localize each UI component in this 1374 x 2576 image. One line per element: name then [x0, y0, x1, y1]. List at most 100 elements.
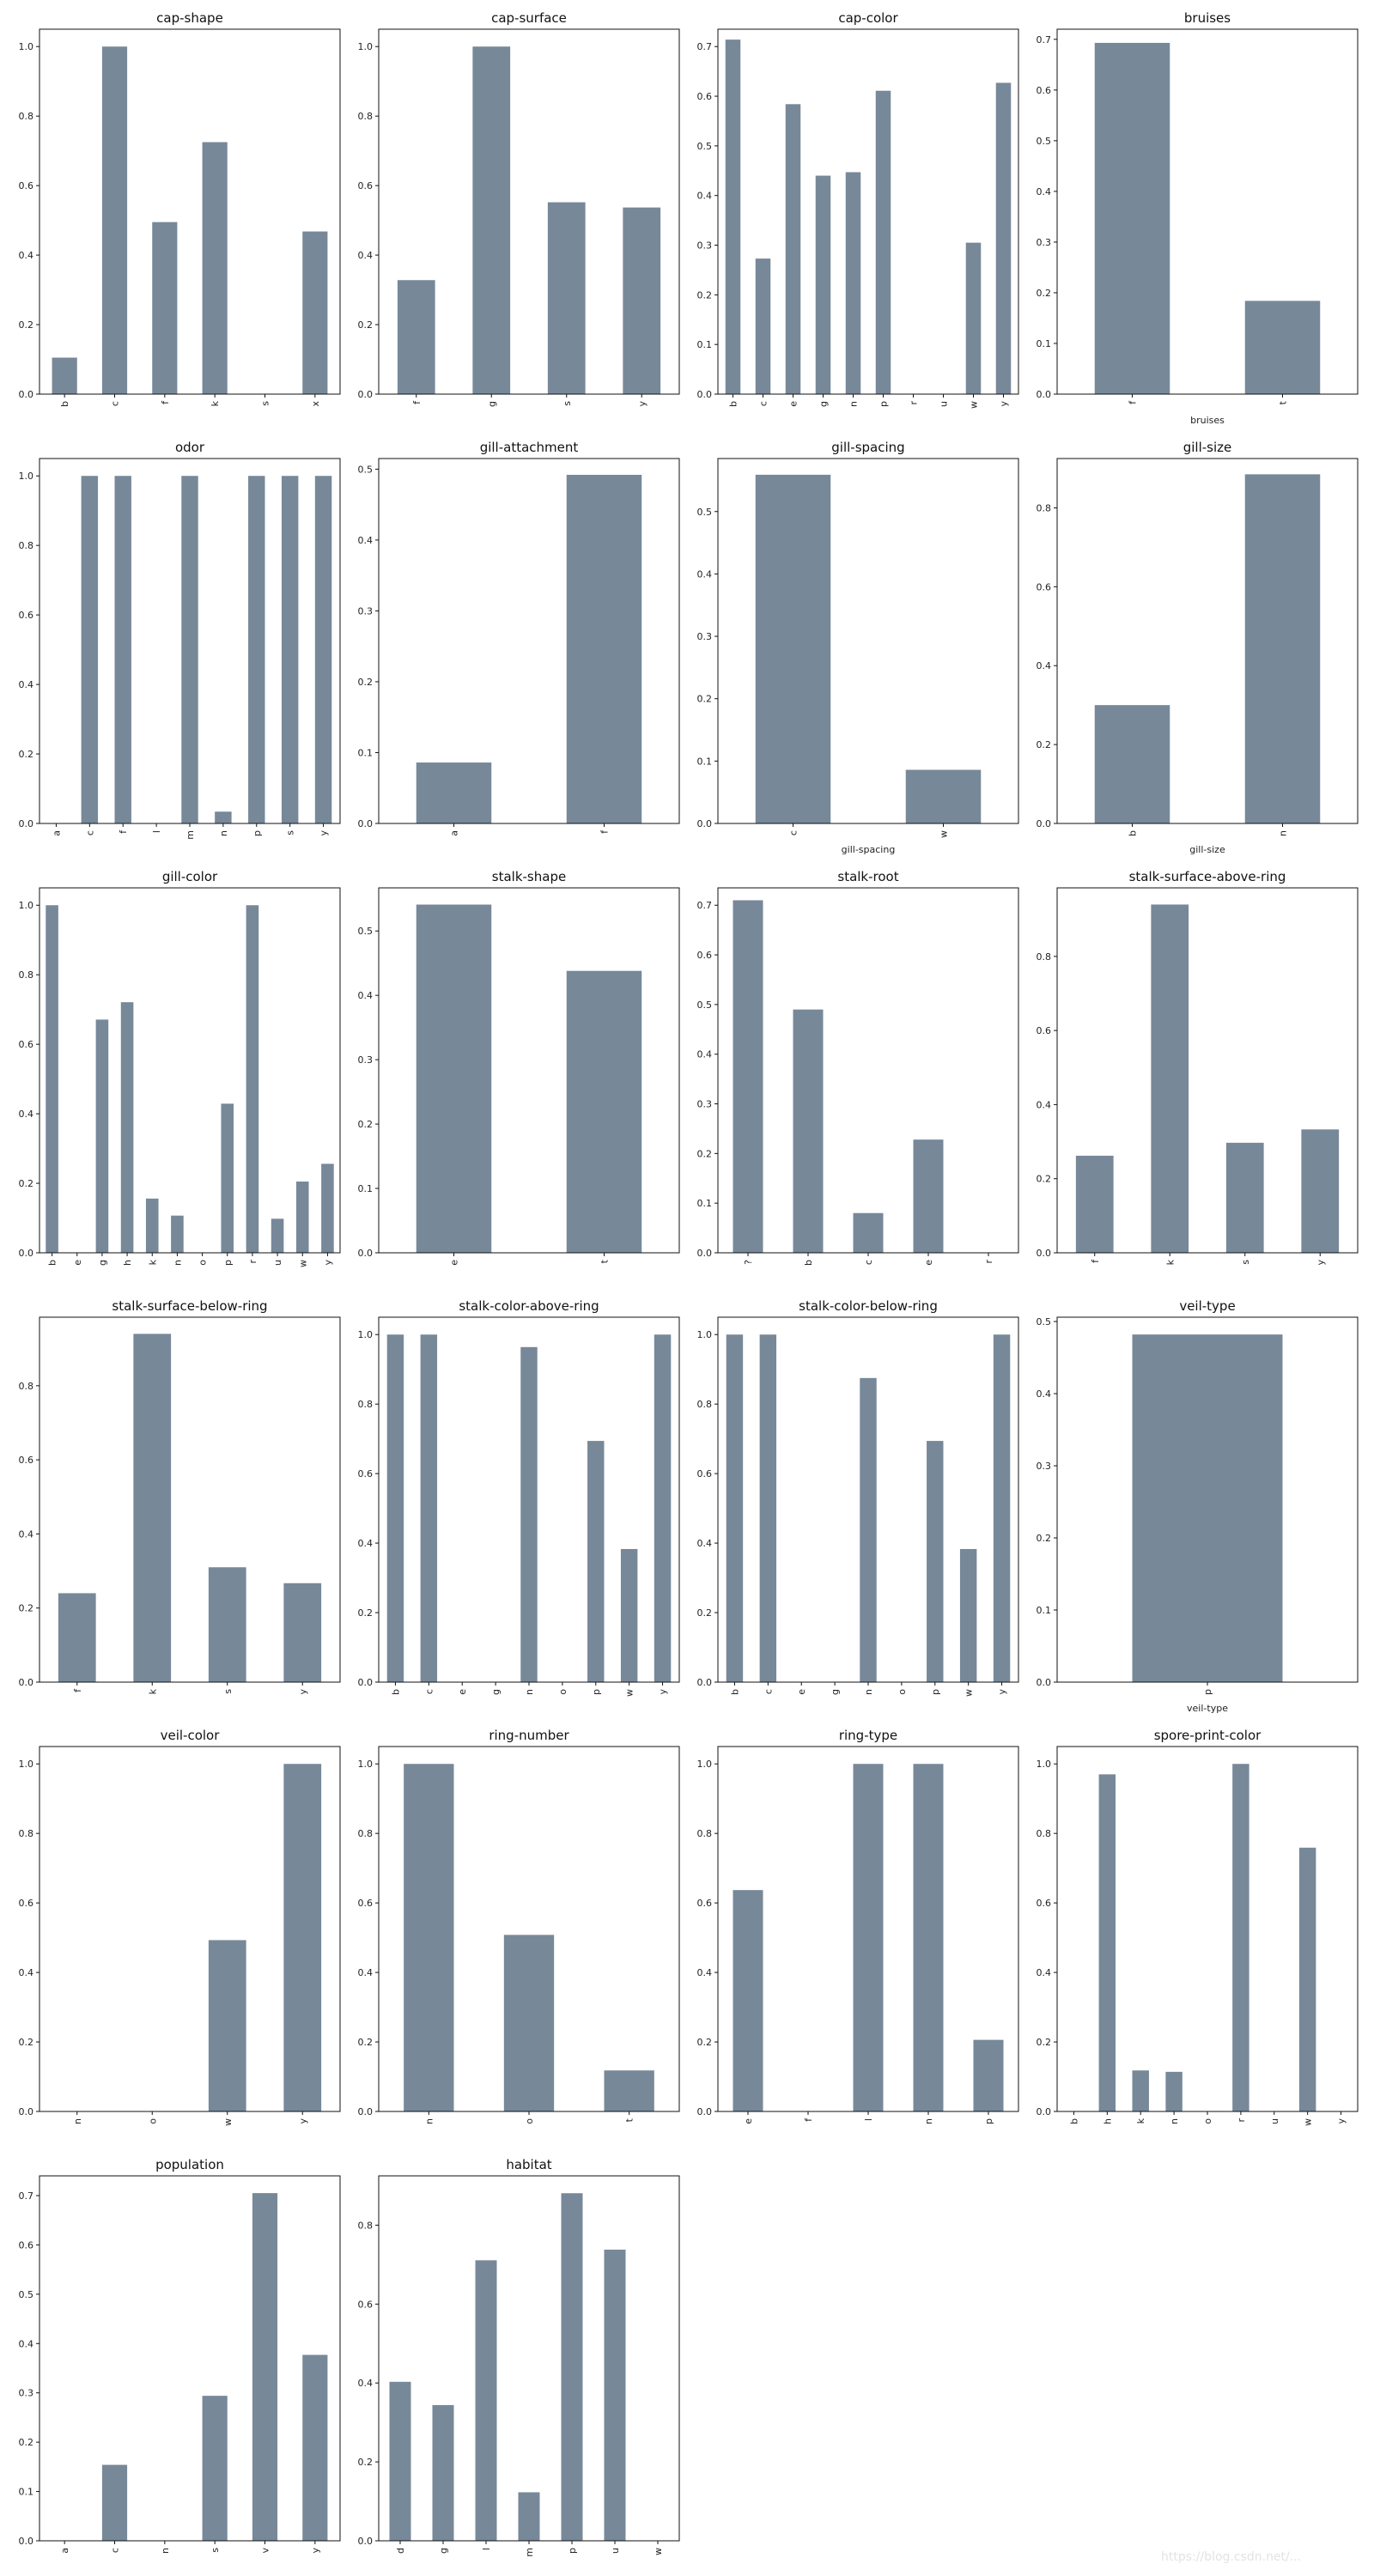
x-tick-label: e	[796, 1689, 807, 1695]
x-tick-label: p	[983, 2118, 994, 2124]
bar-bruises-t	[1244, 301, 1321, 394]
x-tick-label: b	[729, 1689, 740, 1695]
chart-gill-size: gill-size 0.0 0.2 0.4 0.6 0.8 b n gill-size	[1037, 440, 1359, 855]
x-tick-label: s	[210, 2548, 221, 2553]
chart-cap-color: cap-color 0.0 0.1 0.2 0.3 0.4 0.5 0.6 0.7 b c e g n p r…	[697, 10, 1019, 409]
y-tick-label: 0.5	[697, 141, 713, 152]
x-tick-label: b	[390, 1689, 401, 1695]
bar-population-c	[101, 2464, 128, 2541]
y-tick-label: 0.0	[358, 1677, 374, 1688]
y-tick-label: 0.8	[19, 111, 34, 122]
x-tick-label: e	[449, 1260, 460, 1266]
y-tick-label: 0.6	[1037, 581, 1052, 592]
bar-spore-print-color-n	[1165, 2071, 1182, 2111]
chart-title: stalk-surface-above-ring	[1129, 869, 1286, 884]
x-tick-label: w	[653, 2548, 664, 2555]
y-tick-label: 0.8	[1037, 1828, 1052, 1839]
x-tick-label: y	[636, 401, 647, 407]
x-tick-label: n	[863, 1689, 874, 1695]
y-tick-label: 0.6	[19, 180, 34, 191]
x-tick-label: t	[599, 1259, 611, 1263]
chart-stalk-shape: stalk-shape 0.0 0.1 0.2 0.3 0.4 0.5 e t	[358, 869, 680, 1266]
y-tick-label: 0.7	[697, 41, 713, 52]
x-tick-label: w	[222, 2118, 234, 2126]
watermark: https://blog.csdn.net/...	[1161, 2550, 1302, 2564]
x-tick-label: w	[624, 1689, 635, 1697]
axes-frame	[378, 458, 680, 824]
bar-stalk-surface-above-ring-s	[1225, 1142, 1264, 1253]
x-tick-label: f	[118, 829, 129, 834]
x-tick-label: y	[658, 1689, 669, 1695]
bar-gill-attachment-a	[416, 762, 492, 823]
y-tick-label: 0.5	[358, 926, 374, 937]
y-tick-label: 0.3	[1037, 1461, 1052, 1472]
y-tick-label: 0.2	[697, 694, 713, 705]
x-tick-label: y	[997, 1689, 1008, 1695]
chart-title: gill-attachment	[480, 440, 579, 455]
axes-frame	[1056, 887, 1359, 1254]
y-tick-label: 0.6	[1037, 1025, 1052, 1036]
x-tick-label: x	[310, 401, 321, 407]
bar-ring-type-p	[973, 2039, 1004, 2111]
x-tick-label: w	[969, 401, 980, 409]
x-tick-label: e	[788, 401, 799, 407]
y-tick-label: 0.8	[358, 1828, 374, 1839]
x-tick-label: c	[110, 401, 121, 406]
x-tick-label: w	[939, 830, 950, 838]
chart-stalk-color-above-ring: stalk-color-above-ring 0.0 0.2 0.4 0.6 0.8 1.0…	[358, 1298, 680, 1697]
y-tick-label: 1.0	[19, 900, 34, 911]
x-tick-label: r	[983, 1260, 994, 1264]
bar-population-s	[202, 2396, 228, 2541]
y-tick-label: 0.6	[1037, 85, 1052, 96]
bar-stalk-surface-above-ring-y	[1301, 1129, 1340, 1253]
x-tick-label: y	[999, 401, 1010, 407]
y-tick-label: 0.4	[1037, 1967, 1052, 1978]
x-tick-label: l	[151, 830, 162, 833]
x-tick-label: f	[160, 400, 171, 404]
bar-stalk-surface-above-ring-f	[1075, 1155, 1114, 1253]
y-tick-label: 0.1	[1037, 338, 1052, 349]
chart-title: gill-color	[162, 869, 218, 884]
bar-gill-spacing-c	[755, 474, 831, 823]
y-tick-label: 0.6	[19, 1455, 34, 1466]
chart-title: bruises	[1184, 10, 1231, 26]
axes-frame	[378, 887, 680, 1254]
bar-stalk-surface-below-ring-k	[133, 1334, 172, 1682]
axes-frame	[378, 1316, 680, 1683]
y-tick-label: 0.3	[697, 1099, 713, 1110]
x-tick-label: n	[160, 2548, 171, 2554]
x-tick-label: g	[97, 1260, 108, 1266]
bar-ring-number-n	[404, 1764, 454, 2111]
chart-title: stalk-color-below-ring	[799, 1298, 938, 1314]
x-tick-label: e	[743, 2118, 754, 2124]
y-tick-label: 0.2	[358, 1119, 374, 1130]
x-tick-label: h	[1102, 2118, 1113, 2124]
chart-title: odor	[175, 440, 205, 455]
bar-veil-color-y	[283, 1764, 322, 2111]
x-tick-label: v	[260, 2548, 271, 2554]
y-tick-label: 0.4	[358, 2378, 374, 2389]
x-tick-label: p	[252, 830, 263, 836]
x-tick-label: k	[147, 1259, 158, 1265]
y-tick-label: 0.0	[19, 818, 34, 829]
x-tick-label: s	[222, 1689, 234, 1694]
x-tick-label: f	[1090, 1259, 1101, 1263]
bar-stalk-root-e	[913, 1139, 944, 1253]
x-tick-label: w	[297, 1260, 308, 1267]
y-tick-label: 0.0	[19, 2106, 34, 2117]
y-tick-label: 0.8	[19, 969, 34, 981]
chart-title: cap-surface	[491, 10, 567, 26]
x-tick-label: y	[297, 2118, 308, 2124]
x-tick-label: m	[524, 2548, 535, 2557]
bar-cap-surface-f	[397, 280, 435, 394]
x-tick-label: g	[818, 401, 830, 407]
bar-cap-color-b	[725, 39, 741, 395]
y-tick-label: 0.0	[697, 818, 713, 829]
y-tick-label: 0.5	[697, 999, 713, 1011]
chart-gill-color: gill-color 0.0 0.2 0.4 0.6 0.8 1.0 b e g h k n o p r u w y	[19, 869, 341, 1267]
axes-frame	[1056, 1316, 1359, 1683]
x-tick-label: s	[1240, 1260, 1251, 1265]
y-tick-label: 0.6	[697, 91, 713, 102]
bar-ring-number-o	[503, 1935, 555, 2111]
x-tick-label: o	[198, 1260, 209, 1266]
